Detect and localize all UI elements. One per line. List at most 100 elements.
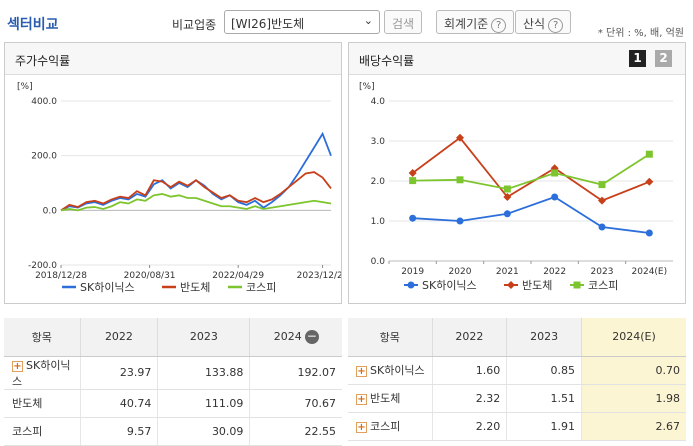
data-point [456, 133, 464, 142]
dividend-yield-table: 항목 2022 2023 2024(E) + SK하이닉스 1.60 0.85 0… [348, 318, 686, 441]
table-cell: 2.20 [431, 412, 507, 441]
series-line-3 [60, 193, 332, 212]
y-tick-label: 4.0 [371, 97, 386, 107]
series-line-2 [412, 136, 650, 202]
table-header: 항목 [4, 318, 80, 357]
table-cell: 2.32 [431, 384, 507, 413]
row-label: 반도체 [370, 392, 401, 405]
row-label: SK하이닉스 [12, 358, 71, 388]
x-tick-label: 2020 [449, 267, 472, 277]
table-cell: 192.07 [249, 356, 342, 390]
x-tick-label: 2023/12/28 [297, 271, 341, 281]
y-tick-label: 1.0 [371, 217, 386, 227]
y-tick-label: 200.0 [31, 152, 57, 162]
dividend-yield-panel: 배당수익률 1 2 [%] 4.0 3.0 2.0 1.0 0.0 2019 2020 2021… [348, 42, 686, 304]
expand-icon[interactable]: + [356, 394, 367, 405]
x-tick-label: 2019 [401, 267, 424, 277]
legend-marker [573, 281, 581, 289]
table-row: + 코스피 2.20 1.91 2.67 [348, 412, 686, 441]
chevron-down-icon: ⌄ [363, 14, 373, 27]
data-point [408, 169, 417, 177]
table-row: + SK하이닉스 23.97 133.88 192.07 [4, 356, 342, 390]
legend-marker [407, 281, 415, 289]
y-tick-label: 400.0 [31, 97, 57, 107]
table-cell: 0.70 [581, 356, 686, 385]
formula-button[interactable]: 산식? [515, 10, 572, 34]
row-label: SK하이닉스 [370, 364, 425, 377]
data-point [503, 193, 512, 201]
data-point [598, 223, 606, 231]
y-tick-label: 2.0 [371, 177, 386, 187]
page-title: 섹터비교 [7, 17, 59, 33]
table-cell: 2.67 [581, 412, 686, 441]
table-header: 2022 [79, 318, 158, 357]
table-cell: 30.09 [157, 417, 250, 446]
table-header: 2024(E) [581, 318, 686, 357]
table-row: + SK하이닉스 1.60 0.85 0.70 [348, 356, 686, 385]
x-tick-label: 2023 [591, 267, 614, 277]
table-header: 항목 [348, 318, 432, 357]
data-point [409, 177, 417, 185]
table-cell: 1.98 [581, 384, 686, 413]
legend-label: 코스피 [588, 279, 618, 292]
legend-label: 반도체 [522, 279, 552, 292]
chart-page-2-button[interactable]: 2 [655, 50, 672, 67]
compare-sector-label: 비교업종 [172, 18, 217, 32]
table-cell: 1.60 [431, 356, 507, 385]
x-tick-label: 2020/08/31 [124, 271, 176, 281]
data-point [456, 217, 464, 225]
table-cell: 40.74 [79, 389, 158, 418]
chart-page-1-button[interactable]: 1 [629, 50, 646, 67]
x-tick-label: 2024(E) [632, 267, 668, 277]
table-cell: 0.85 [506, 356, 582, 385]
data-point [598, 181, 606, 189]
table-header: 2022 [431, 318, 507, 357]
legend-label: SK하이닉스 [80, 280, 135, 294]
data-point [551, 169, 559, 177]
stock-return-table: 항목 2022 2023 2024− + SK하이닉스 23.97 133.88 … [4, 318, 342, 446]
data-point [598, 196, 606, 205]
series-line-1 [412, 196, 650, 234]
legend-label: 반도체 [180, 281, 210, 294]
table-row: 코스피 9.57 30.09 22.55 [4, 417, 342, 446]
accounting-standard-button[interactable]: 회계기준? [436, 10, 515, 34]
expand-icon[interactable]: + [356, 422, 367, 433]
table-cell: 111.09 [157, 389, 250, 418]
y-tick-label: 0.0 [371, 257, 386, 267]
y-tick-label: -200.0 [28, 261, 57, 271]
x-tick-label: 2018/12/28 [35, 271, 87, 281]
sector-select[interactable]: [WI26]반도체 ⌄ [224, 10, 380, 34]
table-cell: 133.88 [157, 356, 250, 390]
row-label: 코스피 [370, 420, 401, 433]
table-header: 2023 [157, 318, 250, 357]
search-button[interactable]: 검색 [384, 10, 423, 34]
data-point [503, 185, 511, 193]
unit-note: * 단위 : %, 배, 억원 [597, 28, 684, 39]
x-tick-label: 2021 [496, 267, 519, 277]
table-cell: 9.57 [79, 417, 158, 446]
row-label: 코스피 [4, 417, 80, 446]
y-tick-label: 0.0 [43, 206, 58, 216]
stock-return-panel: 주가수익률 [%] 400.0 200.0 0.0 -200.0 2018/12/28 20… [4, 42, 349, 304]
formula-label: 산식 [523, 17, 546, 31]
table-row: + 반도체 2.32 1.51 1.98 [348, 384, 686, 413]
accounting-standard-label: 회계기준 [444, 17, 489, 31]
y-axis-unit: [%] [17, 82, 33, 92]
row-label: 반도체 [4, 389, 80, 418]
table-row: 반도체 40.74 111.09 70.67 [4, 389, 342, 418]
y-tick-label: 3.0 [371, 137, 386, 147]
help-icon: ? [548, 18, 564, 33]
expand-icon[interactable]: + [12, 360, 23, 372]
collapse-icon[interactable]: − [304, 328, 319, 344]
table-cell: 70.67 [249, 389, 342, 418]
x-tick-label: 2022 [543, 267, 566, 277]
expand-icon[interactable]: + [356, 366, 367, 377]
dividend-yield-chart: [%] 4.0 3.0 2.0 1.0 0.0 2019 2020 2021 2022 2023 20… [359, 82, 673, 292]
legend-marker [507, 281, 515, 289]
sector-select-value: [WI26]반도체 [231, 17, 305, 31]
series-line-2 [60, 171, 332, 212]
y-axis-unit: [%] [359, 82, 375, 92]
table-cell: 1.91 [506, 412, 582, 441]
legend-label: 코스피 [246, 281, 276, 294]
